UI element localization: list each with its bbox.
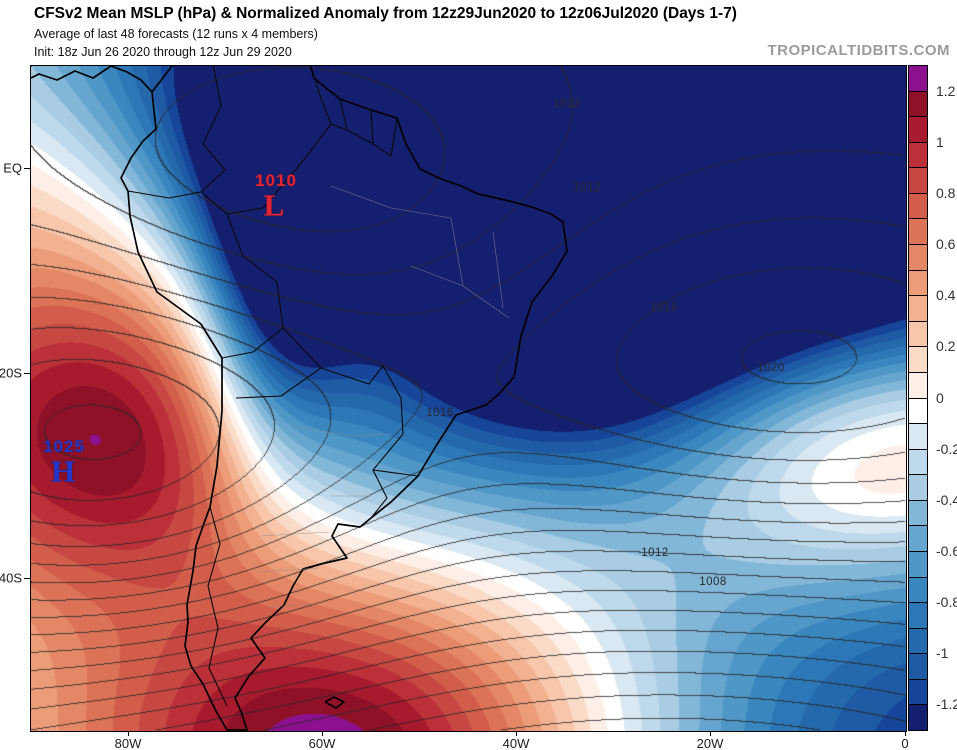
colorbar-cell [908,142,928,168]
colorbar-cell [908,423,928,450]
lon-axis-label: 0 [901,736,909,750]
colorbar-cell [908,653,928,680]
colorbar-cell [908,91,928,117]
colorbar-cell [908,398,928,424]
country-border [235,367,322,399]
colorbar [908,65,928,731]
colorbar-cell [908,551,928,578]
colorbar-tick-label: 0.4 [936,287,956,304]
colorbar-cell [908,628,928,654]
country-border [207,506,228,707]
country-border [370,469,388,519]
coastline-central-america [31,66,153,93]
colorbar-cell [908,244,928,271]
lat-axis-label: EQ [3,160,22,176]
country-border [226,123,419,477]
colorbar-cell [908,116,928,143]
colorbar-tick-label: 0.2 [936,338,956,355]
colorbar-cell [908,295,928,322]
admin-border [260,531,330,537]
colorbar-tick-label: -1 [936,645,949,662]
colorbar-cell [908,167,928,194]
colorbar-cell [908,577,928,603]
colorbar-tick-label: -0.4 [936,491,957,508]
coastline-falkland-islands [324,696,345,709]
colorbar-cell [908,449,928,475]
coastline-south-america [120,66,568,731]
colorbar-cell [908,65,928,92]
colorbar-tick-label: 1.2 [936,82,956,99]
colorbar-tick-label: 0.8 [936,184,956,201]
colorbar-cell [908,704,928,731]
anomaly-field-canvas [31,66,906,731]
colorbar-tick-label: -0.8 [936,594,957,611]
geo-overlay [31,66,568,731]
colorbar-cell [908,474,928,501]
country-border [372,117,398,157]
country-border [314,79,332,125]
colorbar-cell [908,679,928,705]
page-title: CFSv2 Mean MSLP (hPa) & Normalized Anoma… [34,5,737,22]
watermark: TROPICALTIDBITS.COM [767,42,950,59]
lon-axis-label: 40W [502,736,530,750]
country-border [346,109,374,145]
colorbar-cell [908,270,928,296]
colorbar-tick-label: 1 [936,133,944,150]
page-subtitle: Average of last 48 forecasts (12 runs x … [34,27,318,41]
admin-border [330,185,452,219]
lon-axis-label: 60W [308,736,336,750]
admin-border [256,567,320,573]
lat-axis-label: 20S [0,365,22,381]
colorbar-tick-label: -0.6 [936,542,957,559]
colorbar-cell [908,500,928,526]
colorbar-tick-label: -1.2 [936,696,957,713]
country-border [221,327,284,359]
colorbar-cell [908,218,928,245]
admin-border [410,265,510,319]
colorbar-cell [908,372,928,399]
colorbar-tick-label: 0 [936,389,944,406]
colorbar-cell [908,321,928,347]
lat-axis-label: 40S [0,570,22,586]
colorbar-cell [908,525,928,552]
init-line: Init: 18z Jun 26 2020 through 12z Jun 29… [34,45,292,59]
country-border [200,66,226,193]
colorbar-cell [908,346,928,373]
colorbar-tick-label: -0.2 [936,440,957,457]
colorbar-cell [908,602,928,629]
admin-border [290,425,392,437]
lon-axis-label: 80W [114,736,142,750]
country-border [330,98,348,131]
admin-border [450,217,464,287]
admin-border [266,603,316,608]
colorbar-tick-label: 0.6 [936,236,956,253]
map-frame [30,65,907,732]
colorbar-cell [908,193,928,219]
lon-axis-label: 20W [696,736,724,750]
country-border [127,190,228,215]
admin-border [492,231,504,309]
